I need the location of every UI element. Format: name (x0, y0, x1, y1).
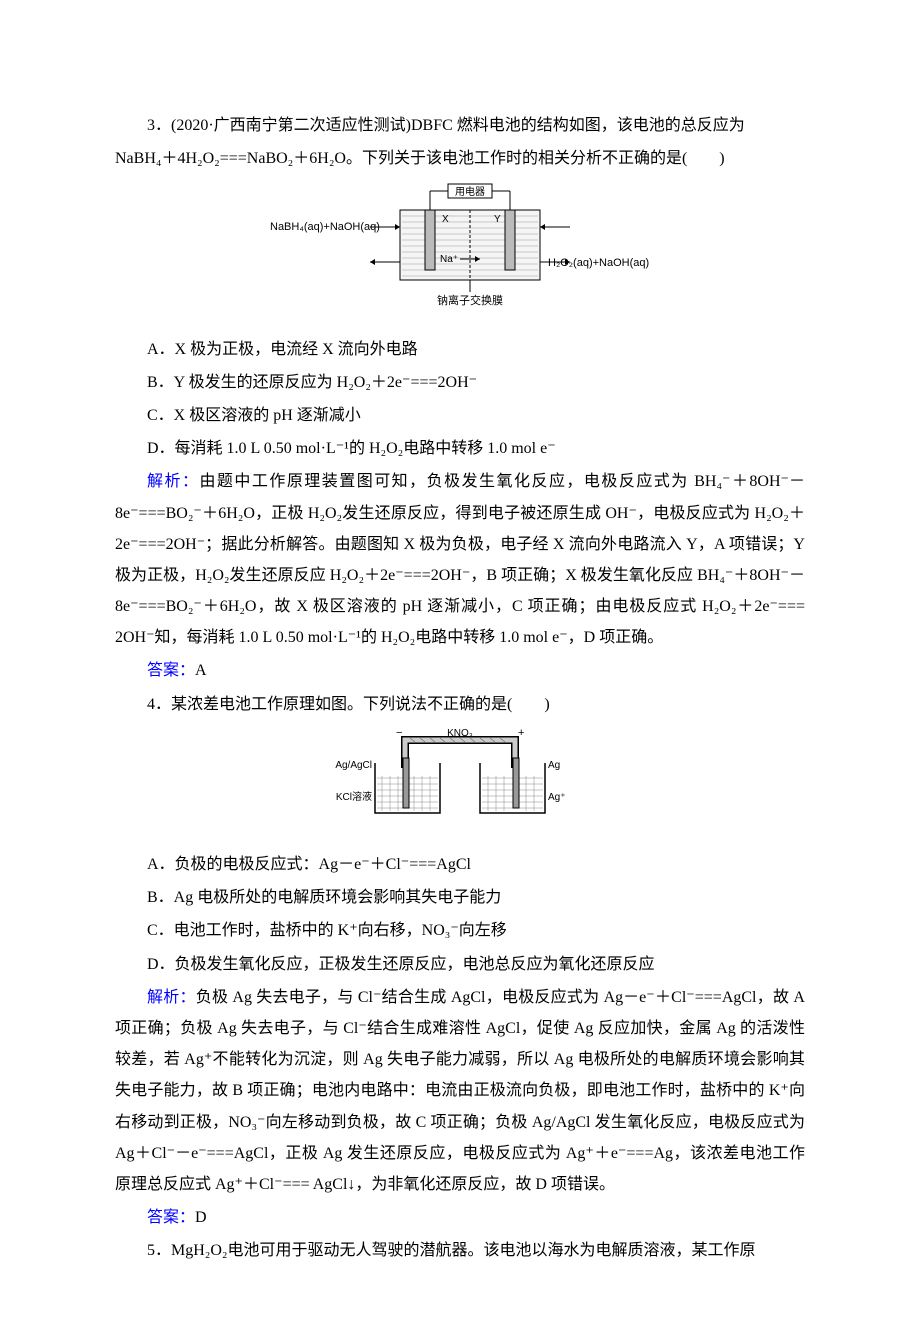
svg-text:−: − (396, 728, 402, 739)
q4-answer: 答案：D (115, 1202, 805, 1233)
q4-answer-value: D (195, 1209, 207, 1226)
q3-answer-value: A (195, 662, 207, 679)
q3-analysis-text: 由题中工作原理装置图可知，负极发生氧化反应，电极反应式为 BH₄⁻＋8OH⁻－8… (115, 473, 805, 646)
q3-analysis: 解析：由题中工作原理装置图可知，负极发生氧化反应，电极反应式为 BH₄⁻＋8OH… (115, 466, 805, 653)
analysis-label: 解析： (147, 989, 196, 1006)
q3-intro-a: 3．(2020·广西南宁第二次适应性测试)DBFC 燃料电池的结构如图，该电池的… (115, 110, 805, 141)
svg-text:KNO₃: KNO₃ (447, 728, 473, 739)
q4-opt-b: B．Ag 电极所处的电解质环境会影响其失电子能力 (115, 882, 805, 913)
q4-opt-c: C．电池工作时，盐桥中的 K⁺向右移，NO₃⁻向左移 (115, 915, 805, 946)
answer-label: 答案： (147, 662, 195, 679)
q4-analysis-text: 负极 Ag 失去电子，与 Cl⁻结合生成 AgCl，电极反应式为 Ag－e⁻＋C… (115, 989, 805, 1193)
q3-answer: 答案：A (115, 655, 805, 686)
q4-opt-d: D．负极发生氧化反应，正极发生还原反应，电池总反应为氧化还原反应 (115, 949, 805, 980)
svg-text:+: + (518, 728, 524, 739)
q4-intro: 4．某浓差电池工作原理如图。下列说法不正确的是( ) (115, 689, 805, 720)
q4-diagram: KNO₃ − + Ag/AgCl Ag KCl溶液 Ag⁺ (115, 728, 805, 839)
svg-text:H₂O₂(aq)+NaOH(aq): H₂O₂(aq)+NaOH(aq) (548, 257, 649, 269)
q3-opt-b: B．Y 极发生的还原反应为 H₂O₂＋2e⁻===2OH⁻ (115, 367, 805, 398)
svg-text:Ag⁺: Ag⁺ (548, 792, 566, 803)
answer-label: 答案： (147, 1209, 195, 1226)
svg-text:KCl溶液: KCl溶液 (336, 790, 372, 803)
q4-analysis: 解析：负极 Ag 失去电子，与 Cl⁻结合生成 AgCl，电极反应式为 Ag－e… (115, 982, 805, 1200)
q3-opt-c: C．X 极区溶液的 pH 逐渐减小 (115, 400, 805, 431)
svg-text:Na⁺: Na⁺ (440, 254, 458, 265)
svg-text:NaBH₄(aq)+NaOH(aq): NaBH₄(aq)+NaOH(aq) (270, 221, 380, 233)
q4-opt-a: A．负极的电极反应式：Ag－e⁻＋Cl⁻===AgCl (115, 849, 805, 880)
svg-text:X: X (442, 214, 449, 225)
analysis-label: 解析： (147, 473, 199, 490)
svg-text:钠离子交换膜: 钠离子交换膜 (437, 293, 503, 307)
q3-diagram: 用电器 X Y Na⁺ NaBH₄(aq)+NaOH( (115, 182, 805, 323)
svg-text:Ag: Ag (548, 760, 560, 771)
svg-text:Ag/AgCl: Ag/AgCl (335, 760, 372, 771)
q3-opt-a: A．X 极为正极，电流经 X 流向外电路 (115, 334, 805, 365)
q5-intro: 5．MgH₂O₂电池可用于驱动无人驾驶的潜航器。该电池以海水为电解质溶液，某工作… (115, 1235, 805, 1266)
svg-text:Y: Y (494, 214, 501, 225)
device-label: 用电器 (455, 185, 485, 198)
q3-intro-b: NaBH₄＋4H₂O₂===NaBO₂＋6H₂O。下列关于该电池工作时的相关分析… (115, 143, 805, 174)
q3-opt-d: D．每消耗 1.0 L 0.50 mol·L⁻¹的 H₂O₂电路中转移 1.0 … (115, 433, 805, 464)
